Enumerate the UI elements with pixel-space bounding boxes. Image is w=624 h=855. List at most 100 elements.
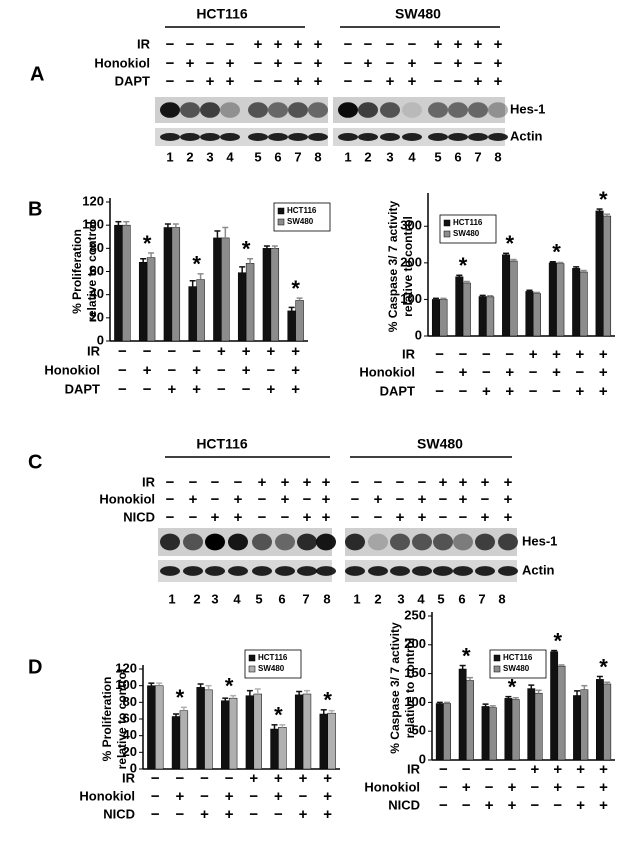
- y-tick-label: 40: [123, 727, 137, 742]
- group-label: SW480: [417, 436, 463, 452]
- blot-band: [252, 566, 272, 576]
- condition-sign: −: [200, 788, 209, 805]
- condition-sign: −: [206, 36, 215, 53]
- blot-band: [488, 102, 508, 118]
- blot-band: [402, 102, 422, 118]
- condition-sign: −: [435, 346, 444, 363]
- condition-sign: −: [176, 806, 185, 823]
- condition-sign: +: [143, 362, 152, 379]
- band-label: Actin: [522, 562, 555, 577]
- lane-number: 1: [166, 149, 173, 164]
- condition-sign: −: [118, 343, 127, 360]
- y-tick-label: 200: [404, 636, 426, 651]
- condition-sign: −: [386, 55, 395, 72]
- bar: [455, 276, 464, 337]
- condition-sign: −: [192, 343, 201, 360]
- lane-number: 8: [498, 591, 505, 606]
- y-tick-label: 20: [90, 309, 104, 324]
- condition-sign: +: [192, 381, 201, 398]
- bar: [580, 689, 589, 761]
- condition-sign: +: [481, 509, 490, 526]
- bar: [595, 210, 604, 337]
- y-tick-label: 40: [90, 286, 104, 301]
- condition-sign: +: [291, 381, 300, 398]
- condition-sign: −: [258, 509, 267, 526]
- condition-sign: −: [364, 36, 373, 53]
- bar: [579, 271, 588, 337]
- blot-band: [297, 533, 317, 551]
- blot-band: [358, 102, 378, 118]
- condition-sign: −: [529, 364, 538, 381]
- condition-sign: +: [396, 509, 405, 526]
- significance-marker: *: [599, 187, 608, 212]
- y-axis-label: % Caspase 3/ 7 activity: [386, 200, 400, 332]
- condition-sign: −: [462, 797, 471, 814]
- condition-sign: −: [166, 36, 175, 53]
- condition-sign: +: [439, 474, 448, 491]
- blot-band: [448, 133, 468, 141]
- legend-box: [489, 649, 547, 679]
- blot-band: [248, 133, 268, 141]
- condition-label: IR: [142, 474, 156, 489]
- significance-marker: *: [459, 253, 468, 278]
- y-tick-label: 80: [123, 694, 137, 709]
- condition-sign: −: [200, 770, 209, 787]
- blot-band: [160, 533, 180, 551]
- condition-sign: −: [211, 491, 220, 508]
- condition-label: NICD: [103, 806, 135, 821]
- bar: [532, 293, 541, 337]
- condition-sign: +: [508, 797, 517, 814]
- bar: [603, 215, 612, 337]
- condition-sign: −: [281, 509, 290, 526]
- condition-sign: +: [459, 474, 468, 491]
- legend-label: HCT116: [453, 218, 483, 227]
- bar: [478, 296, 487, 337]
- blot-band: [308, 102, 328, 118]
- legend-box: [273, 202, 331, 232]
- condition-sign: −: [186, 36, 195, 53]
- condition-sign: −: [166, 509, 175, 526]
- panel-label: C: [28, 451, 42, 473]
- condition-sign: +: [291, 362, 300, 379]
- y-axis-label: % Proliferation: [100, 677, 114, 762]
- condition-sign: −: [396, 474, 405, 491]
- condition-sign: +: [504, 474, 513, 491]
- condition-sign: +: [322, 474, 331, 491]
- lane-number: 7: [294, 149, 301, 164]
- condition-sign: −: [386, 36, 395, 53]
- lane-number: 7: [478, 591, 485, 606]
- condition-sign: −: [439, 491, 448, 508]
- bar: [550, 651, 559, 761]
- bar: [245, 263, 255, 342]
- bar: [511, 699, 520, 761]
- condition-sign: −: [482, 346, 491, 363]
- y-axis-label: relative to control: [403, 638, 417, 739]
- condition-sign: −: [249, 788, 258, 805]
- significance-marker: *: [176, 685, 185, 710]
- bar: [114, 224, 123, 342]
- blot-band: [252, 533, 272, 551]
- blot-band: [180, 133, 200, 141]
- condition-sign: +: [322, 509, 331, 526]
- condition-label: DAPT: [65, 381, 100, 396]
- condition-sign: −: [294, 55, 303, 72]
- condition-sign: −: [459, 346, 468, 363]
- condition-sign: −: [206, 55, 215, 72]
- condition-label: IR: [407, 761, 421, 776]
- bar: [287, 310, 296, 342]
- legend-box: [439, 214, 497, 244]
- condition-sign: +: [386, 73, 395, 90]
- condition-sign: +: [418, 509, 427, 526]
- condition-label: IR: [137, 36, 151, 51]
- condition-sign: +: [225, 788, 234, 805]
- condition-sign: −: [374, 474, 383, 491]
- condition-sign: +: [485, 797, 494, 814]
- bar: [196, 687, 205, 770]
- condition-sign: −: [435, 364, 444, 381]
- blot-band: [268, 133, 288, 141]
- y-tick-label: 0: [419, 751, 426, 766]
- lane-number: 2: [193, 591, 200, 606]
- bar: [270, 728, 279, 770]
- condition-sign: +: [258, 474, 267, 491]
- condition-sign: +: [281, 491, 290, 508]
